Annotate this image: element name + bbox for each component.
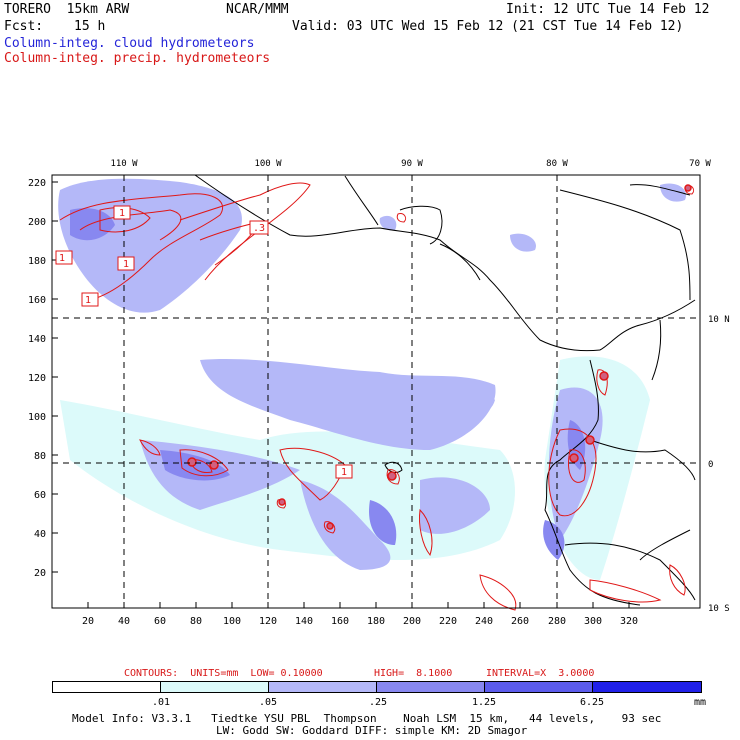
forecast-hour: 15 h: [74, 19, 106, 34]
x-tick-label: 200: [403, 616, 421, 627]
y-tick-label: 160: [28, 295, 46, 306]
valid-time: Valid: 03 UTC Wed 15 Feb 12 (21 CST Tue …: [292, 19, 684, 34]
latitude-label: 10 N: [708, 315, 730, 325]
y-tick-labels: 220 200 180 160 140 120 100 80 60 40 20: [28, 178, 46, 579]
field-title-precip: Column-integ. precip. hydrometeors: [4, 51, 271, 66]
x-tick-label: 60: [154, 616, 166, 627]
colorbar-bin: [592, 681, 702, 693]
cloud-shading-medium: [58, 178, 686, 570]
colorbar-label: .01: [152, 697, 171, 708]
x-tick-label: 220: [439, 616, 457, 627]
x-tick-label: 240: [475, 616, 493, 627]
coastlines: [194, 174, 696, 606]
x-tick-label: 160: [331, 616, 349, 627]
contour-units-info: CONTOURS: UNITS=mm LOW= 0.10000: [124, 668, 323, 679]
longitude-label: 70 W: [689, 159, 711, 169]
x-tick-label: 180: [367, 616, 385, 627]
organization-label: NCAR/MMM: [226, 2, 289, 17]
init-time: Init: 12 UTC Tue 14 Feb 12: [506, 2, 710, 17]
y-tick-label: 80: [34, 451, 46, 462]
colorbar-label: .25: [369, 697, 388, 708]
y-tick-label: 100: [28, 412, 46, 423]
colorbar-label: .05: [259, 697, 278, 708]
x-tick-label: 120: [259, 616, 277, 627]
contour-interval-info: INTERVAL=X 3.0000: [486, 668, 595, 679]
x-tick-label: 100: [223, 616, 241, 627]
colorbar-unit: mm: [694, 697, 707, 708]
contour-label: 1: [341, 467, 347, 478]
colorbar-label: 1.25: [472, 697, 497, 708]
y-tick-label: 40: [34, 529, 46, 540]
contour-label: .3: [253, 223, 265, 234]
x-tick-label: 280: [548, 616, 566, 627]
x-tick-label: 300: [584, 616, 602, 627]
y-tick-label: 140: [28, 334, 46, 345]
x-tick-label: 20: [82, 616, 94, 627]
latitude-labels: 10 N 0 10 S: [708, 315, 730, 614]
y-tick-label: 200: [28, 217, 46, 228]
precip-contours: [59, 182, 695, 611]
colorbar-bin: [160, 681, 269, 693]
x-tick-label: 140: [295, 616, 313, 627]
y-tick-label: 220: [28, 178, 46, 189]
contour-high-info: HIGH= 8.1000: [374, 668, 453, 679]
contour-label: 1: [123, 259, 129, 270]
longitude-label: 100 W: [254, 159, 282, 169]
y-tick-label: 120: [28, 373, 46, 384]
colorbar-label: 6.25: [580, 697, 605, 708]
model-title: TORERO 15km ARW: [4, 2, 130, 17]
x-tick-label: 320: [620, 616, 638, 627]
x-axis-ticks: [87, 602, 630, 608]
longitude-labels: 110 W 100 W 90 W 80 W 70 W: [110, 159, 711, 169]
x-tick-label: 260: [511, 616, 529, 627]
colorbar-bin: [52, 681, 161, 693]
contour-labels: 1 1 1 1 .3 1: [55, 205, 353, 479]
forecast-label: Fcst:: [4, 19, 44, 34]
y-tick-label: 60: [34, 490, 46, 501]
contour-label: 1: [59, 253, 65, 264]
longitude-label: 110 W: [110, 159, 138, 169]
longitude-label: 80 W: [546, 159, 568, 169]
contour-label: 1: [85, 295, 91, 306]
y-tick-label: 180: [28, 256, 46, 267]
colorbar-bin: [268, 681, 377, 693]
y-axis-ticks: [52, 181, 58, 573]
field-title-cloud: Column-integ. cloud hydrometeors: [4, 36, 255, 51]
precip-cores: [187, 184, 692, 530]
contour-label: 1: [119, 208, 125, 219]
latitude-label: 0: [708, 460, 713, 470]
x-tick-labels: 20 40 60 80 100 120 140 160 180 200 220 …: [82, 616, 638, 627]
colorbar-bin: [484, 681, 593, 693]
model-info-line1: Model Info: V3.3.1 Tiedtke YSU PBL Thomp…: [72, 712, 662, 725]
longitude-label: 90 W: [401, 159, 423, 169]
x-tick-label: 40: [118, 616, 130, 627]
latitude-label: 10 S: [708, 604, 730, 614]
y-tick-label: 20: [34, 568, 46, 579]
lat-lon-grid: [52, 175, 700, 608]
colorbar-bin: [376, 681, 485, 693]
model-info-line2: LW: Godd SW: Goddard DIFF: simple KM: 2D…: [216, 724, 528, 737]
x-tick-label: 80: [190, 616, 202, 627]
